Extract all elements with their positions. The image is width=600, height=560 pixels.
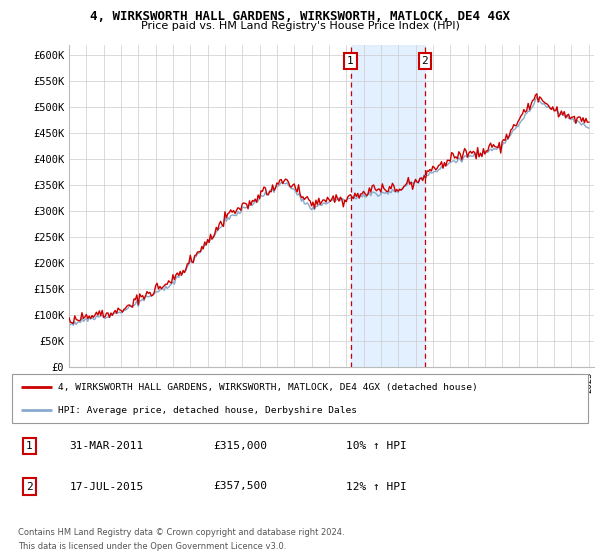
Text: 1: 1 [26,441,32,451]
Text: Price paid vs. HM Land Registry's House Price Index (HPI): Price paid vs. HM Land Registry's House … [140,21,460,31]
Text: 4, WIRKSWORTH HALL GARDENS, WIRKSWORTH, MATLOCK, DE4 4GX: 4, WIRKSWORTH HALL GARDENS, WIRKSWORTH, … [90,10,510,23]
Text: £315,000: £315,000 [214,441,268,451]
Text: 1: 1 [347,56,354,66]
Text: 12% ↑ HPI: 12% ↑ HPI [346,482,407,492]
Text: 31-MAR-2011: 31-MAR-2011 [70,441,144,451]
Text: HPI: Average price, detached house, Derbyshire Dales: HPI: Average price, detached house, Derb… [58,406,357,415]
Text: 4, WIRKSWORTH HALL GARDENS, WIRKSWORTH, MATLOCK, DE4 4GX (detached house): 4, WIRKSWORTH HALL GARDENS, WIRKSWORTH, … [58,383,478,392]
FancyBboxPatch shape [12,374,588,423]
Text: 10% ↑ HPI: 10% ↑ HPI [346,441,407,451]
Text: £357,500: £357,500 [214,482,268,492]
Text: 17-JUL-2015: 17-JUL-2015 [70,482,144,492]
Text: 2: 2 [26,482,32,492]
Text: 2: 2 [422,56,428,66]
Text: This data is licensed under the Open Government Licence v3.0.: This data is licensed under the Open Gov… [18,542,286,551]
Text: Contains HM Land Registry data © Crown copyright and database right 2024.: Contains HM Land Registry data © Crown c… [18,528,344,536]
Bar [350,45,425,367]
